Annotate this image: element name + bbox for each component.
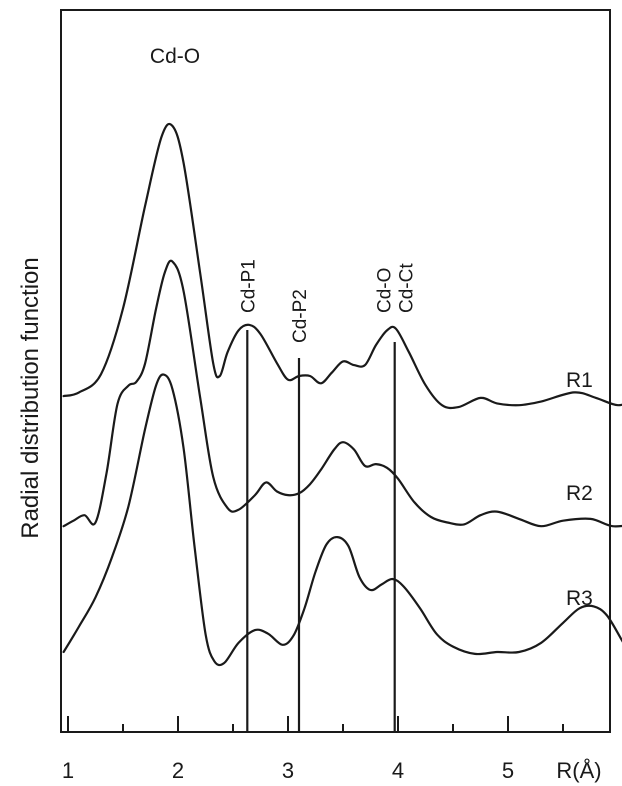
x-tick-label: 1: [62, 758, 74, 783]
x-tick-label: 2: [172, 758, 184, 783]
peak-label: Cd-O: [150, 45, 200, 68]
y-axis-label: Radial distribution function: [17, 257, 44, 539]
marker-label-2: Cd-P2: [290, 289, 311, 343]
series-label-r2: R2: [566, 482, 593, 505]
series-line-r1: [62, 122, 622, 410]
series-line-r2: [62, 259, 622, 528]
series-label-r3: R3: [566, 587, 593, 610]
x-axis-label: R(Å): [556, 758, 601, 783]
marker-label-1: Cd-P1: [238, 259, 259, 313]
series-line-r3: [62, 373, 622, 667]
x-tick-label: 4: [392, 758, 404, 783]
series-label-r1: R1: [566, 369, 593, 392]
x-tick-label: 5: [502, 758, 514, 783]
markers-layer: Cd-P1 Cd-P2 Cd-O Cd-Ct: [238, 259, 418, 732]
plot-frame: [60, 9, 611, 733]
curves-layer: R1 R2 R3: [62, 122, 622, 667]
marker-label-3-1: Cd-O: [375, 268, 396, 313]
marker-label-3-2: Cd-Ct: [397, 263, 418, 313]
ticks-layer: 1 2 3 4 5: [62, 716, 564, 783]
x-tick-label: 3: [282, 758, 294, 783]
